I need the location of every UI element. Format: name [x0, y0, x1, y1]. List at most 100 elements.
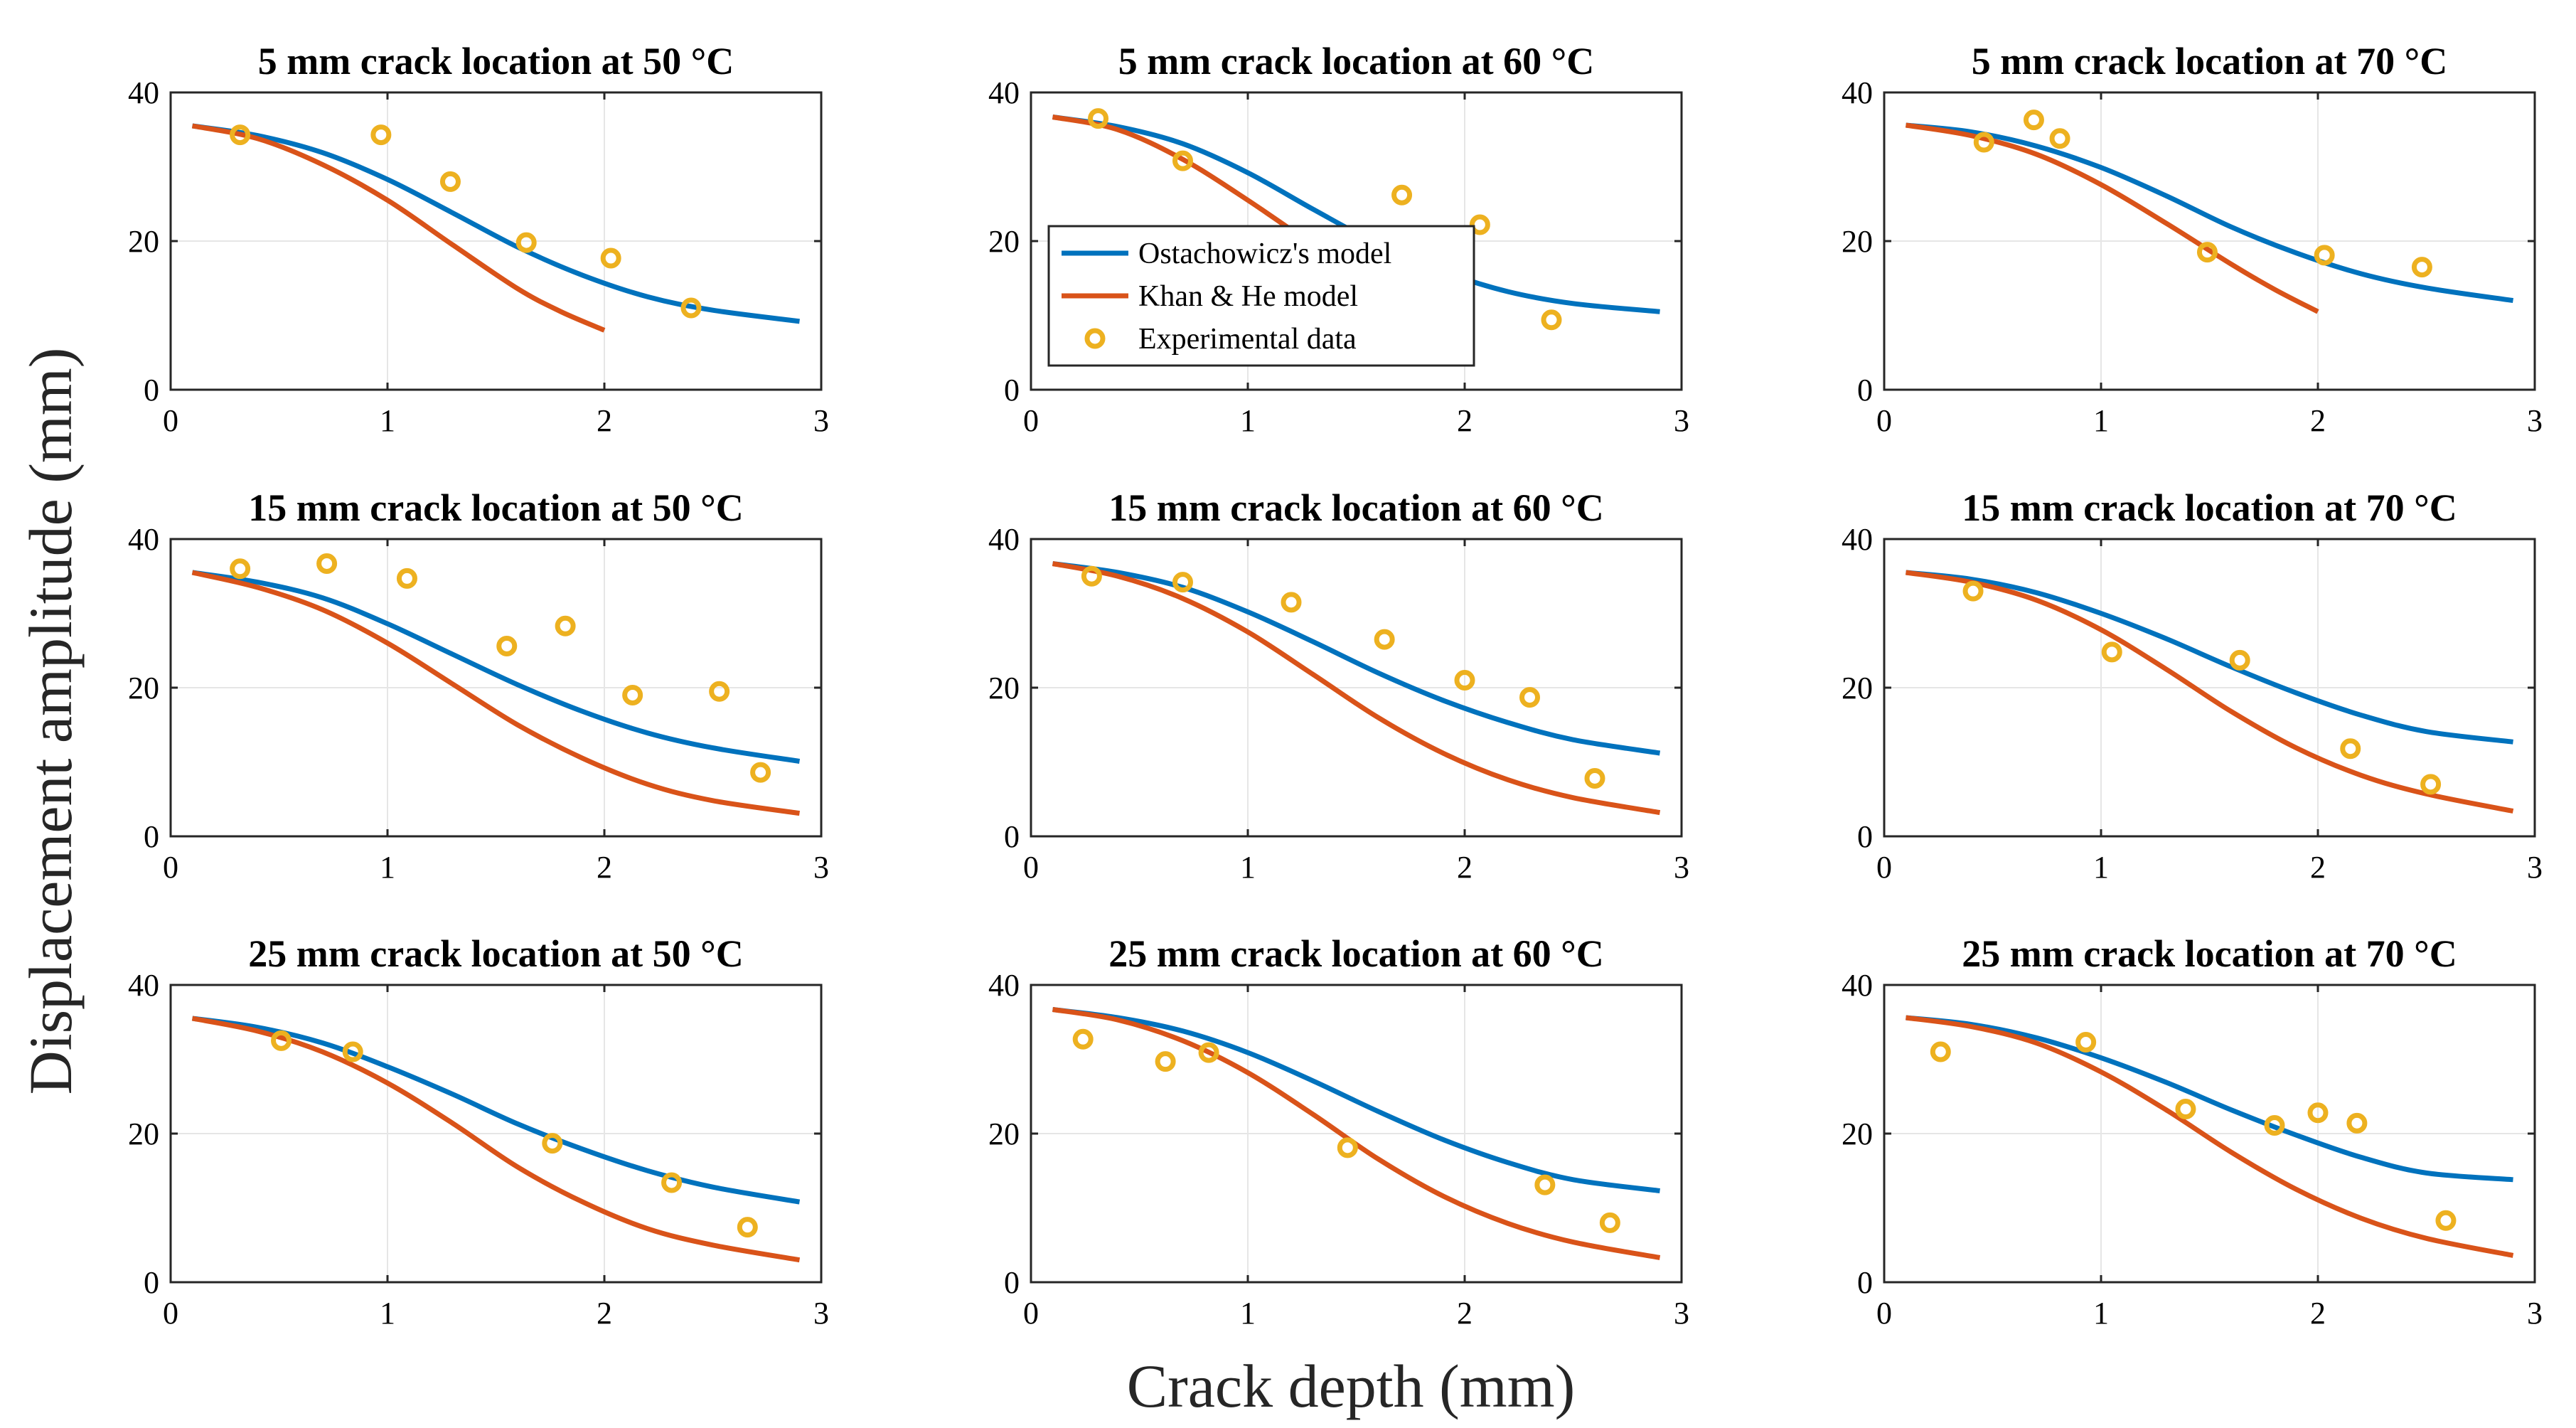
x-tick-label: 2: [597, 403, 612, 438]
experimental-point: [600, 247, 621, 269]
experimental-point: [271, 1030, 292, 1051]
legend-label: Ostachowicz's model: [1138, 238, 1391, 270]
experimental-point: [1962, 580, 1984, 602]
experimental-point: [2175, 1099, 2196, 1120]
x-tick-label: 0: [163, 850, 178, 885]
x-tick-label: 3: [813, 403, 829, 438]
experimental-point: [1072, 1028, 1094, 1050]
x-tick-label: 0: [163, 1296, 178, 1331]
panel-title: 25 mm crack location at 50 °C: [248, 932, 743, 975]
y-tick-label: 0: [1857, 1265, 1873, 1300]
y-tick-label: 40: [988, 968, 1020, 1003]
panel-5: 0 1 2 3 0 20 40 15 mm crack location at 60 °C: [988, 486, 1689, 885]
experimental-point: [1088, 108, 1109, 129]
legend-label: Khan & He model: [1138, 280, 1358, 313]
x-tick-label: 3: [1674, 850, 1689, 885]
khan-he-line: [191, 123, 606, 333]
experimental-point: [2346, 1112, 2368, 1134]
experimental-point: [1337, 1137, 1358, 1158]
x-tick-label: 2: [1457, 1296, 1473, 1331]
x-tick-label: 1: [2093, 1296, 2109, 1331]
experimental-point: [1198, 1042, 1219, 1063]
x-tick-label: 0: [1023, 850, 1039, 885]
experimental-point: [515, 232, 537, 253]
experimental-point: [1374, 629, 1395, 650]
x-tick-label: 0: [1876, 850, 1892, 885]
panel-title: 15 mm crack location at 70 °C: [1962, 486, 2457, 529]
panel-3: 0 1 2 3 0 20 40 5 mm crack location at 70 °C: [1842, 40, 2543, 438]
experimental-point: [1584, 767, 1605, 789]
experimental-point: [1155, 1051, 1176, 1072]
experimental-point: [1519, 687, 1540, 708]
y-axis-label: Displacement amplitude (mm): [16, 348, 85, 1095]
y-tick-label: 40: [1842, 75, 1873, 110]
y-tick-label: 0: [144, 819, 159, 854]
experimental-point: [555, 615, 576, 636]
x-tick-label: 1: [1240, 850, 1256, 885]
experimental-point: [1930, 1041, 1951, 1062]
experimental-point: [2101, 641, 2122, 663]
panel-7: 0 1 2 3 0 20 40 25 mm crack location at 50 °C: [128, 932, 829, 1331]
y-tick-label: 40: [128, 75, 159, 110]
x-tick-label: 2: [2310, 850, 2326, 885]
experimental-point: [2307, 1102, 2329, 1124]
experimental-point: [1391, 184, 1413, 206]
y-tick-label: 20: [1842, 671, 1873, 705]
experimental-point: [680, 297, 702, 319]
x-axis-label: Crack depth (mm): [1127, 1352, 1575, 1420]
x-tick-label: 3: [2527, 403, 2543, 438]
khan-he-line: [1052, 561, 1661, 816]
khan-he-line: [1906, 1015, 2514, 1258]
panel-title: 15 mm crack location at 50 °C: [248, 486, 743, 529]
khan-he-line: [191, 570, 801, 816]
experimental-point: [1973, 132, 1994, 153]
y-tick-label: 20: [988, 671, 1020, 705]
experimental-point: [439, 171, 461, 192]
khan-he-line: [1905, 570, 2514, 814]
y-tick-label: 20: [988, 1117, 1020, 1151]
x-tick-label: 3: [2527, 850, 2543, 885]
x-tick-label: 0: [1876, 403, 1892, 438]
panel-8: 0 1 2 3 0 20 40 25 mm crack location at 60 °C: [988, 932, 1689, 1331]
experimental-point: [1534, 1174, 1556, 1195]
x-tick-label: 0: [1023, 403, 1039, 438]
x-tick-label: 3: [813, 850, 829, 885]
panel-1: 0 1 2 3 0 20 40 5 mm crack location at 50 °C: [128, 40, 829, 438]
experimental-point: [542, 1133, 563, 1154]
experimental-point: [737, 1217, 758, 1238]
ostachowicz-line: [192, 1016, 801, 1205]
x-tick-label: 2: [1457, 850, 1473, 885]
experimental-point: [1599, 1212, 1620, 1233]
x-tick-label: 2: [2310, 403, 2326, 438]
legend: Ostachowicz's model Khan & He model Experi…: [1047, 225, 1475, 367]
experimental-point: [230, 558, 251, 580]
panel-6: 0 1 2 3 0 20 40 15 mm crack location at 70 °C: [1842, 486, 2543, 885]
experimental-point: [2075, 1031, 2097, 1053]
x-tick-label: 1: [1240, 1296, 1256, 1331]
ostachowicz-line: [1052, 1007, 1660, 1193]
experimental-point: [2023, 110, 2044, 131]
ostachowicz-line: [1052, 561, 1661, 756]
ostachowicz-line: [191, 570, 801, 764]
ostachowicz-line: [191, 123, 800, 324]
y-tick-label: 0: [1857, 373, 1873, 407]
x-tick-label: 2: [2310, 1296, 2326, 1331]
legend-label: Experimental data: [1138, 323, 1357, 356]
x-tick-label: 3: [2527, 1296, 2543, 1331]
y-tick-label: 0: [144, 373, 159, 407]
y-tick-label: 0: [1004, 819, 1020, 854]
legend-swatch: [1084, 328, 1106, 349]
ostachowicz-line: [1906, 570, 2513, 745]
panel-title: 25 mm crack location at 60 °C: [1108, 932, 1603, 975]
experimental-point: [2314, 245, 2335, 266]
y-tick-label: 40: [128, 522, 159, 557]
panel-4: 0 1 2 3 0 20 40 15 mm crack location at 50 °C: [128, 486, 829, 885]
panel-title: 5 mm crack location at 60 °C: [1118, 40, 1594, 82]
experimental-point: [2411, 257, 2432, 278]
experimental-point: [2340, 738, 2361, 760]
y-tick-label: 20: [1842, 224, 1873, 259]
experimental-point: [1541, 309, 1562, 331]
experimental-point: [1081, 565, 1102, 587]
